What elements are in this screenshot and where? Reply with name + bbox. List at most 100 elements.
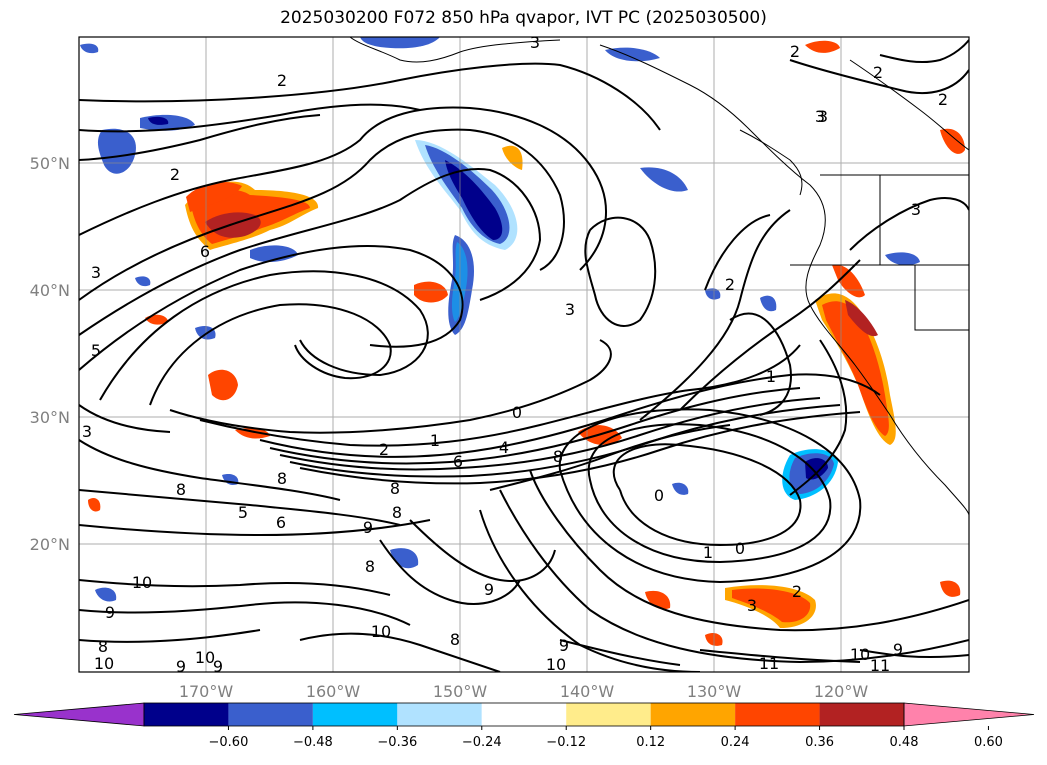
negative-anomaly-region	[805, 458, 828, 480]
colorbar-swatch	[566, 703, 651, 726]
negative-anomaly-region	[148, 116, 169, 125]
colorbar-tick-label: 0.12	[636, 735, 665, 750]
colorbar-tick-label: 0.60	[974, 735, 1003, 750]
contour-label: 2	[379, 440, 389, 459]
negative-anomaly-region	[705, 288, 721, 300]
positive-anomaly-region	[805, 40, 840, 53]
negative-anomaly-region	[445, 160, 503, 240]
contour-label: 2	[873, 63, 883, 82]
contour-label: 3	[91, 263, 101, 282]
contour-label: 5	[238, 503, 248, 522]
colorbar: −0.60 −0.48 −0.36 −0.24 −0.12 0.12 0.24 0.36 0.4…	[13, 702, 1035, 750]
page-title: 2025030200 F072 850 hPa qvapor, IVT PC (…	[280, 8, 767, 28]
negative-anomaly-region	[95, 587, 117, 602]
contour-label: 3	[82, 422, 92, 441]
contour-label: 3	[815, 107, 825, 126]
negative-anomaly-region	[195, 326, 216, 340]
colorbar-swatch	[819, 703, 904, 726]
positive-anomaly-region	[208, 369, 238, 401]
contour-labels: 2 2 2 2 3 3 3 2 2 3 6 5 3 0 1 2 4 6 8 8 …	[82, 37, 948, 676]
contour-label: 3	[747, 596, 757, 615]
colorbar-extend-low	[13, 702, 145, 727]
colorbar-tick-label: −0.36	[377, 735, 417, 750]
contour-label: 10	[850, 645, 870, 664]
contour-label: 2	[725, 275, 735, 294]
contour-label: 6	[200, 242, 210, 261]
negative-anomaly-region	[250, 245, 298, 262]
contour-label: 4	[499, 438, 509, 457]
lat-label: 20°N	[30, 535, 70, 554]
positive-anomaly-region	[940, 580, 961, 597]
colorbar-swatch	[144, 703, 229, 726]
contour-label: 8	[98, 637, 108, 656]
colorbar-swatch	[397, 703, 482, 726]
lon-label: 170°W	[179, 682, 234, 701]
longitude-labels: 170°W 160°W 150°W 140°W 130°W 120°W	[179, 682, 869, 701]
lon-label: 150°W	[433, 682, 488, 701]
contour-label: 10	[132, 573, 152, 592]
lon-label: 120°W	[814, 682, 869, 701]
contour-label: 2	[792, 582, 802, 601]
contour-label: 8	[553, 447, 563, 466]
contour-label: 10	[94, 654, 114, 673]
positive-anomaly-region	[822, 301, 889, 436]
map-background	[79, 37, 969, 672]
colorbar-extend-high	[903, 702, 1035, 727]
colorbar-tick-label: −0.48	[293, 735, 333, 750]
contour-label: 9	[363, 518, 373, 537]
positive-anomaly-region	[186, 182, 242, 212]
contour-label: 2	[170, 165, 180, 184]
contour-label: 11	[870, 656, 890, 675]
colorbar-tick-label: 0.48	[890, 735, 919, 750]
colorbar-tick-label: −0.24	[462, 735, 502, 750]
colorbar-outline	[143, 702, 905, 727]
colorbar-tick-label: −0.12	[546, 735, 586, 750]
contour-label: 8	[176, 480, 186, 499]
positive-anomaly-region	[414, 281, 448, 303]
contour-label: 5	[91, 341, 101, 360]
lat-label: 30°N	[30, 408, 70, 427]
colorbar-swatch	[481, 703, 567, 726]
positive-anomaly-region	[832, 264, 865, 298]
contour-label: 2	[277, 71, 287, 90]
contour-label: 3	[911, 200, 921, 219]
positive-anomaly-region	[502, 145, 523, 170]
contour-label: 11	[759, 654, 779, 673]
positive-anomaly-region	[845, 300, 878, 337]
negative-anomaly-region	[97, 128, 136, 174]
colorbar-tick-label: 0.36	[805, 735, 834, 750]
colorbar-tick-label: 0.24	[721, 735, 750, 750]
contour-label: 6	[276, 513, 286, 532]
contour-label: 8	[365, 557, 375, 576]
contour-label: 9	[484, 580, 494, 599]
colorbar-swatch	[228, 703, 313, 726]
contour-label: 3	[565, 300, 575, 319]
contour-label: 9	[105, 603, 115, 622]
positive-anomaly-region	[732, 588, 811, 623]
map-frame	[78, 36, 970, 673]
contour-label: 9	[559, 636, 569, 655]
colorbar-swatch	[735, 703, 820, 726]
contour-label: 3	[818, 107, 828, 126]
contour-label: 9	[213, 657, 223, 676]
contour-label: 10	[371, 622, 391, 641]
contour-label: 1	[703, 543, 713, 562]
lon-label: 130°W	[687, 682, 742, 701]
latitude-labels: 50°N 40°N 30°N 20°N	[30, 154, 70, 554]
contour-label: 1	[766, 367, 776, 386]
negative-anomaly-region	[640, 167, 688, 192]
colorbar-tick-label: −0.60	[209, 735, 249, 750]
positive-anomaly-region	[645, 590, 671, 610]
contour-label: 0	[512, 403, 522, 422]
lon-label: 160°W	[306, 682, 361, 701]
contour-label: 8	[390, 479, 400, 498]
positive-anomaly-region	[88, 498, 101, 512]
negative-anomaly-region	[672, 482, 689, 495]
negative-anomaly-region	[605, 47, 660, 62]
lon-label: 140°W	[560, 682, 615, 701]
lat-label: 40°N	[30, 281, 70, 300]
negative-anomaly-region	[360, 37, 440, 49]
lat-label: 50°N	[30, 154, 70, 173]
contour-label: 2	[790, 42, 800, 61]
